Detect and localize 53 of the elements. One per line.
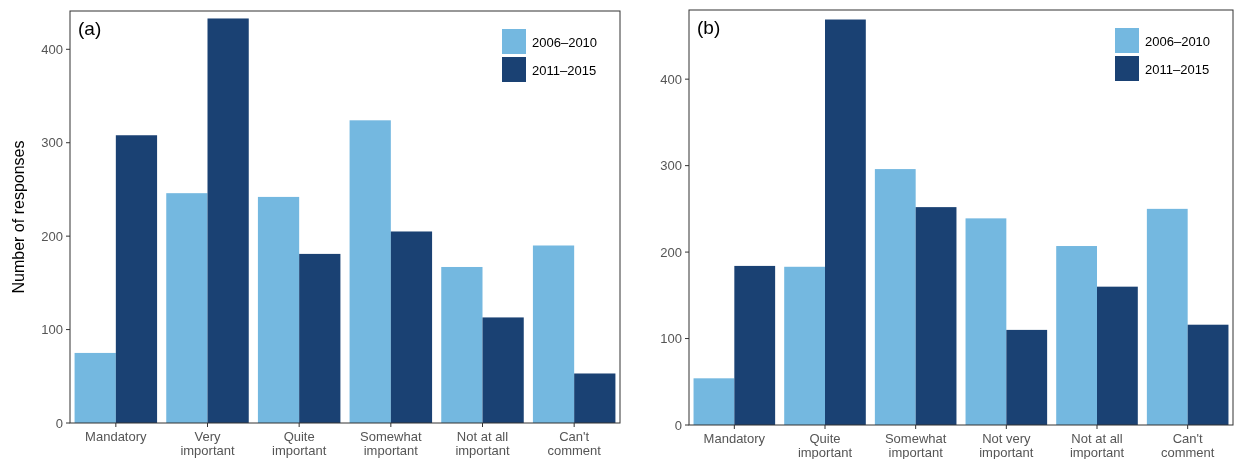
x-tick-label: Can't comment	[547, 429, 602, 458]
x-tick-label: Not very important	[979, 431, 1034, 459]
bar	[349, 120, 391, 423]
bar	[1187, 324, 1229, 425]
bar	[1097, 286, 1138, 425]
bar	[784, 266, 825, 425]
bar	[482, 317, 524, 423]
legend-label: 2006–2010	[532, 34, 598, 50]
legend-label: 2006–2010	[1145, 33, 1211, 49]
x-tick-label: Not at all important	[455, 429, 510, 458]
x-tick-label: Somewhat important	[360, 429, 422, 458]
bar	[734, 265, 776, 425]
bar	[874, 169, 916, 425]
bar	[915, 207, 957, 425]
x-tick-label: Quite important	[797, 431, 853, 459]
y-tick-label: 100	[660, 331, 682, 347]
bar	[166, 193, 208, 423]
bar	[299, 253, 341, 423]
legend-label: 2011–2015	[1145, 61, 1210, 77]
bar	[1006, 329, 1048, 425]
y-tick-label: 0	[674, 417, 682, 433]
x-tick-label: Somewhat important	[884, 431, 947, 459]
bar	[693, 378, 735, 425]
chart-title: (a)	[78, 18, 102, 39]
bar	[207, 18, 249, 423]
bar	[390, 231, 433, 423]
y-tick-label: 100	[41, 322, 63, 338]
bar	[1056, 246, 1097, 425]
bar	[965, 218, 1007, 425]
y-tick-label: 300	[41, 135, 63, 151]
bar	[532, 245, 575, 423]
x-tick-label: Mandatory	[85, 429, 148, 444]
bar	[74, 352, 116, 423]
y-tick-label: 0	[55, 415, 63, 431]
bar	[1146, 208, 1188, 425]
x-tick-label: Not at all important	[1069, 431, 1125, 459]
y-tick-label: 200	[41, 228, 63, 244]
y-axis-title: Number of responses	[10, 140, 27, 294]
x-tick-label: Very important	[180, 429, 235, 458]
y-tick-label: 300	[660, 158, 682, 174]
x-tick-label: Quite important	[272, 429, 327, 458]
chart-title: (b)	[697, 17, 721, 38]
bar	[574, 373, 616, 423]
bar	[257, 196, 300, 423]
x-tick-label: Can't comment	[1160, 431, 1215, 459]
y-tick-label: 200	[660, 244, 682, 260]
y-tick-label: 400	[41, 41, 63, 57]
bar	[441, 266, 483, 423]
legend-label: 2011–2015	[532, 62, 597, 78]
x-tick-label: Mandatory	[703, 431, 766, 446]
bar	[825, 19, 866, 425]
bar	[115, 135, 158, 423]
y-tick-label: 400	[660, 71, 682, 87]
